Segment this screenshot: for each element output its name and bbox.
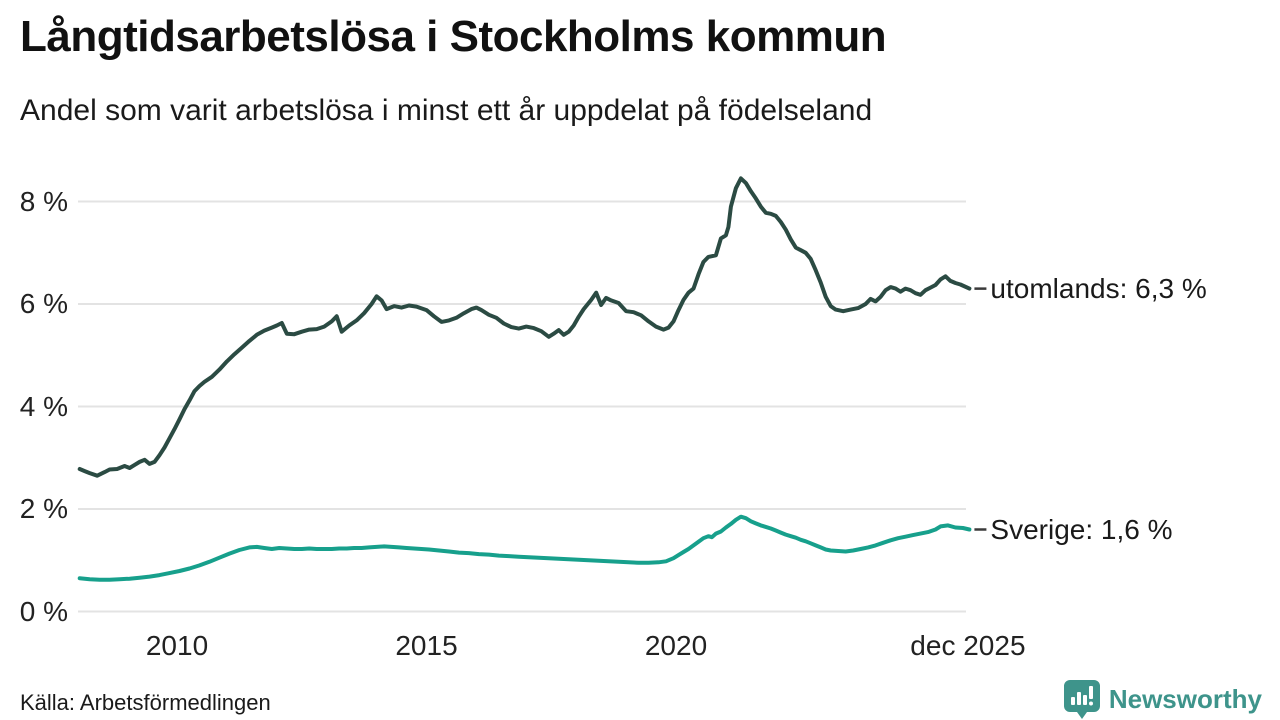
page-title: Långtidsarbetslösa i Stockholms kommun <box>20 12 887 61</box>
newsworthy-wordmark: Newsworthy <box>1108 684 1262 714</box>
y-tick-label: 2 % <box>19 493 68 524</box>
series-end-label-sverige: Sverige: 1,6 % <box>990 513 1173 545</box>
x-tick-label: 2020 <box>644 630 708 661</box>
x-tick-label: dec 2025 <box>910 630 1026 661</box>
x-tick-label: 2015 <box>395 630 458 661</box>
chart-subtitle: Andel som varit arbetslösa i minst ett å… <box>20 94 873 127</box>
y-tick-label: 4 % <box>19 390 68 422</box>
series-line-sverige <box>77 514 972 582</box>
y-tick-label: 6 % <box>19 288 68 319</box>
source-note: Källa: Arbetsförmedlingen <box>20 690 271 715</box>
newsworthy-pin-icon <box>1063 680 1100 719</box>
y-tick-label: 0 % <box>19 595 68 627</box>
series-end-label-utomlands: utomlands: 6,3 % <box>990 272 1207 304</box>
series-line-utomlands <box>77 176 972 478</box>
newsworthy-logo: Newsworthy <box>1063 679 1262 719</box>
x-tick-label: 2010 <box>145 630 209 661</box>
y-tick-label: 8 % <box>19 185 68 217</box>
